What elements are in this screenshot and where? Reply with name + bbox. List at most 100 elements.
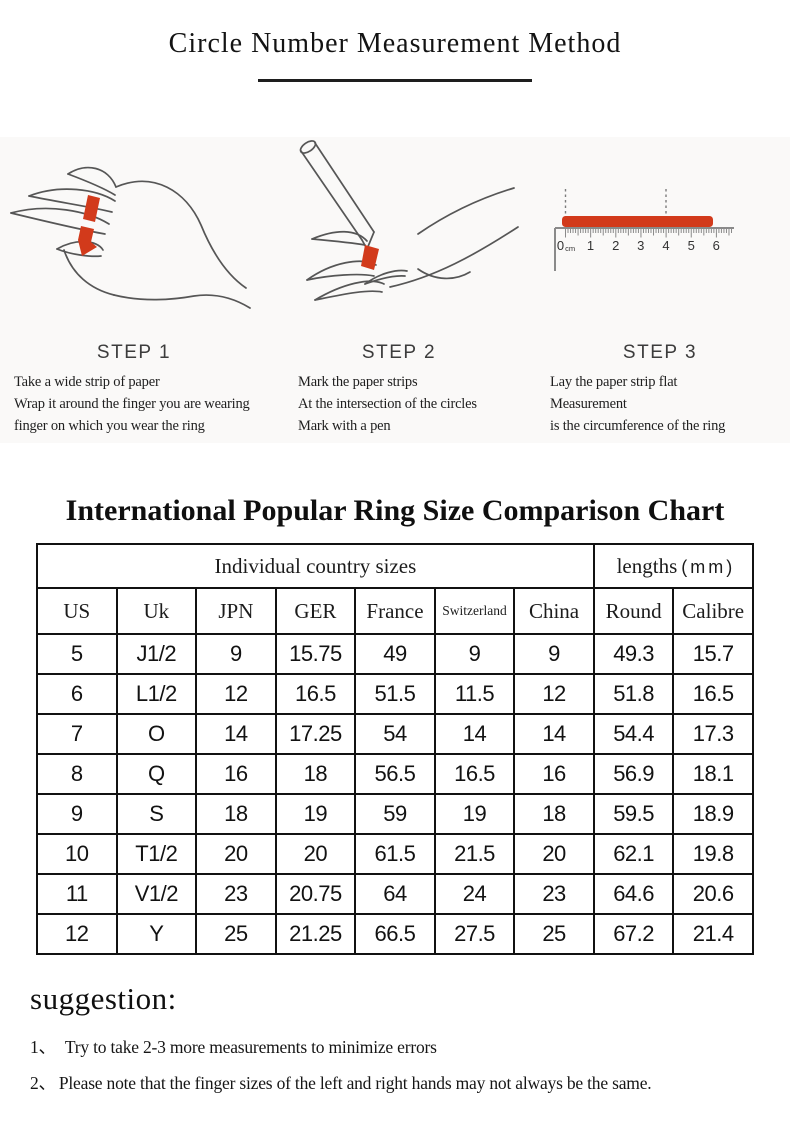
table-cell: 64 (354, 873, 436, 915)
table-cell: S (115, 793, 198, 835)
step-1-illustration (0, 137, 268, 337)
step-1-line-3: finger on which you wear the ring (14, 418, 205, 434)
step-2-line-2: At the intersection of the circles (298, 396, 477, 412)
column-header-france: France (354, 587, 436, 635)
table-cell: 12 (195, 673, 277, 715)
table-cell: T1/2 (115, 833, 198, 875)
table-row: 7 O 14 17.25 54 14 14 54.4 17.3 (36, 713, 754, 755)
table-cell: 17.25 (274, 713, 357, 755)
table-cell: 66.5 (354, 913, 436, 955)
table-cell: 8 (36, 753, 118, 795)
table-cell: 15.7 (672, 633, 754, 675)
table-cell: 21.4 (672, 913, 754, 955)
ruler-frame (554, 227, 734, 271)
table-cell: 51.8 (592, 673, 675, 715)
table-cell: 15.75 (274, 633, 357, 675)
step-2-line-1: Mark the paper strips (298, 374, 418, 390)
step-3-line-3: is the circumference of the ring (550, 418, 726, 434)
step-2-section: STEP 2 Mark the paper strips At the inte… (268, 137, 530, 443)
table-cell: 12 (513, 673, 595, 715)
table-row: 11 V1/2 23 20.75 64 24 23 64.6 20.6 (36, 873, 754, 915)
suggestion-item-1-text: Try to take 2-3 more measurements to min… (64, 1037, 437, 1057)
table-cell: 20 (513, 833, 595, 875)
ruler-number-6: 6 (713, 238, 720, 253)
ruler-number-3: 3 (637, 238, 644, 253)
table-cell: 9 (195, 633, 277, 675)
table-cell: 19.8 (672, 833, 754, 875)
table-row: 12 Y 25 21.25 66.5 27.5 25 67.2 21.4 (36, 913, 754, 955)
dashed-guides (564, 189, 667, 215)
chart-title: International Popular Ring Size Comparis… (65, 494, 725, 527)
step-2-text: Mark the paper strips At the intersectio… (268, 371, 530, 437)
table-cell: 9 (36, 793, 118, 835)
table-cell: 54 (354, 713, 436, 755)
table-cell: 16 (195, 753, 277, 795)
table-group-header-row: Individual country sizes lengths (mm) (36, 543, 755, 589)
step-1-text: Take a wide strip of paper Wrap it aroun… (0, 371, 268, 437)
step-3-section: 0cm 1 2 3 4 5 6 STEP 3 Lay the paper str… (530, 137, 790, 443)
hand-with-paper-strip-icon (10, 166, 251, 309)
table-cell: 19 (433, 793, 516, 835)
table-cell: 21.25 (274, 913, 357, 955)
table-cell: 24 (433, 873, 516, 915)
suggestion-item-2: 2、 Please note that the finger sizes of t… (30, 1070, 790, 1095)
table-body: 5 J1/2 9 15.75 49 9 9 49.3 15.7 6 L1/2 12 16.5 51.5 11… (36, 633, 754, 955)
table-cell: 7 (36, 713, 118, 755)
table-cell: 49 (354, 633, 436, 675)
table-cell: 14 (195, 713, 277, 755)
step-3-illustration: 0cm 1 2 3 4 5 6 (530, 137, 790, 337)
table-cell: 25 (195, 913, 277, 955)
step-3-line-2: Measurement (550, 396, 627, 412)
table-cell: 62.1 (592, 833, 675, 875)
table-cell: 16 (513, 753, 595, 795)
table-cell: 64.6 (592, 873, 675, 915)
table-cell: Y (115, 913, 198, 955)
table-cell: 51.5 (354, 673, 436, 715)
suggestion-item-1: 1、 Try to take 2-3 more measurements to m… (30, 1034, 790, 1059)
table-cell: 18 (274, 753, 357, 795)
group-header-country-sizes: Individual country sizes (36, 543, 595, 589)
table-cell: 67.2 (592, 913, 675, 955)
step-3-label: STEP 3 (622, 342, 698, 363)
table-cell: 21.5 (433, 833, 516, 875)
ruler-number-5: 5 (688, 238, 695, 253)
column-header-switzerland: Switzerland (433, 587, 516, 635)
column-header-calibre: Calibre (672, 587, 754, 635)
column-header-round: Round (592, 587, 675, 635)
table-cell: 16.5 (274, 673, 357, 715)
step-1-line-1: Take a wide strip of paper (14, 374, 160, 390)
table-cell: 20 (195, 833, 277, 875)
table-row: 8 Q 16 18 56.5 16.5 16 56.9 18.1 (36, 753, 754, 795)
table-cell: 20.6 (672, 873, 754, 915)
table-cell: 25 (513, 913, 595, 955)
table-cell: 14 (513, 713, 595, 755)
table-cell: 12 (36, 913, 118, 955)
column-header-china: China (513, 587, 595, 635)
column-header-ger: GER (274, 587, 357, 635)
step-1-line-2: Wrap it around the finger you are wearin… (14, 396, 250, 412)
ring-size-table: Individual country sizes lengths (mm) US U… (36, 543, 755, 955)
table-cell: V1/2 (115, 873, 198, 915)
step-1-label: STEP 1 (96, 342, 172, 363)
table-cell: 23 (195, 873, 277, 915)
table-cell: 9 (433, 633, 516, 675)
red-paper-strip (361, 245, 379, 270)
step-3-text: Lay the paper strip flat Measurement is … (530, 371, 790, 437)
table-cell: 19 (274, 793, 357, 835)
ruler-number-1: 1 (587, 238, 594, 253)
step-2-illustration (268, 137, 530, 337)
measurement-steps: STEP 1 Take a wide strip of paper Wrap i… (0, 137, 790, 443)
step-2-label: STEP 2 (361, 342, 437, 363)
table-row: 9 S 18 19 59 19 18 59.5 18.9 (36, 793, 754, 835)
step-3-line-1: Lay the paper strip flat (550, 374, 678, 390)
table-cell: 27.5 (433, 913, 516, 955)
table-cell: 59.5 (592, 793, 675, 835)
red-paper-strip (562, 216, 713, 227)
table-cell: 18.9 (672, 793, 754, 835)
column-header-jpn: JPN (195, 587, 277, 635)
red-paper-strip (78, 195, 100, 256)
hand-outline (306, 187, 519, 301)
table-cell: 5 (36, 633, 118, 675)
lengths-unit: (mm) (681, 556, 736, 577)
